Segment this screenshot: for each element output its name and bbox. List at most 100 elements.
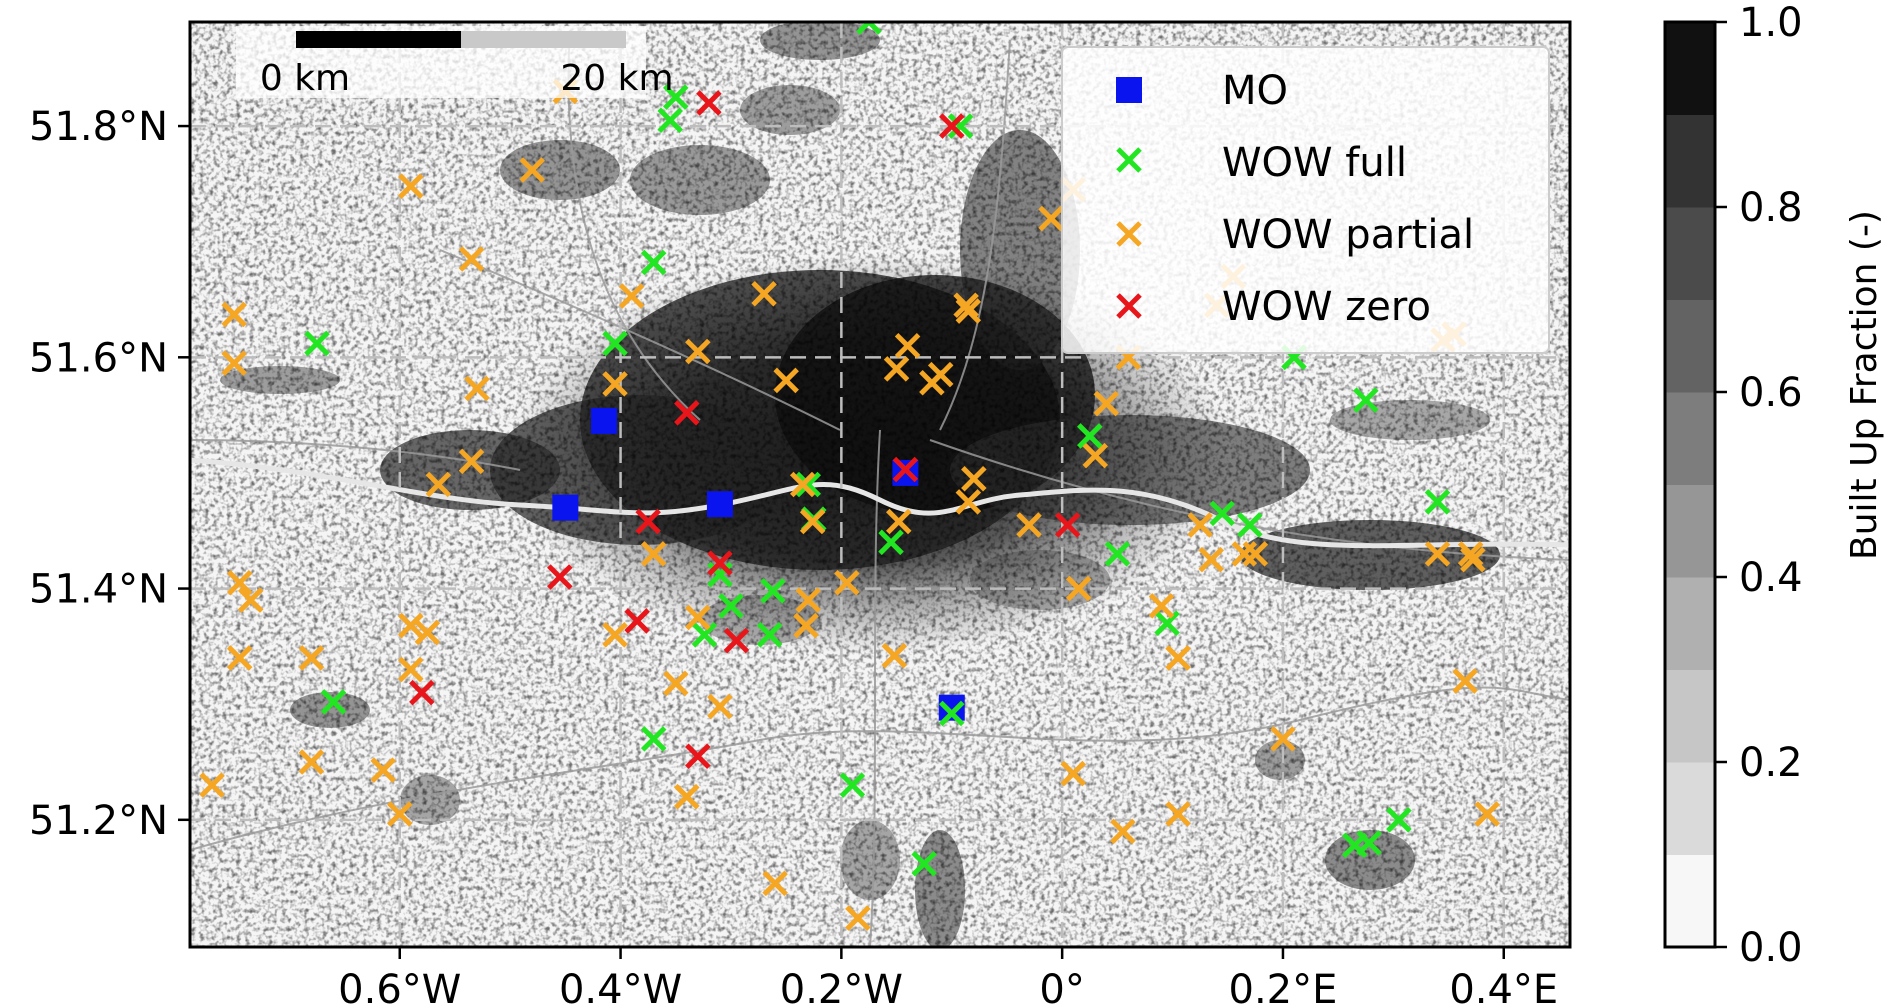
marker-wow-partial	[662, 670, 689, 697]
marker-wow-partial	[425, 471, 452, 498]
marker-wow-partial	[1270, 726, 1296, 752]
marker-wow-full	[691, 622, 718, 648]
marker-wow-partial	[458, 246, 485, 272]
marker-wow-partial	[1065, 575, 1092, 602]
marker-wow-zero	[892, 456, 919, 483]
marker-wow-partial	[881, 642, 908, 669]
colorbar-band	[1665, 484, 1715, 578]
marker-wow-zero	[685, 743, 711, 769]
marker-wow-partial	[1082, 442, 1109, 469]
colorbar-tick-label: 0.8	[1739, 185, 1803, 231]
colorbar: 0.0 0.2 0.4 0.6 0.8 1.0	[1663, 0, 1803, 971]
marker-wow-partial	[1231, 541, 1258, 567]
marker-wow-partial	[1016, 512, 1042, 538]
colorbar-tick-label: 0.6	[1739, 370, 1803, 416]
marker-wow-partial	[618, 283, 645, 309]
marker-wow-partial	[1060, 760, 1086, 787]
marker-wow-full	[640, 249, 667, 276]
marker-wow-partial	[1165, 645, 1191, 671]
marker-wow-partial	[226, 645, 253, 671]
marker-wow-partial	[602, 371, 628, 397]
marker-wow-zero	[674, 400, 700, 426]
marker-wow-full	[760, 578, 786, 604]
legend-marker-wow-partial	[1116, 221, 1142, 247]
x-tick-label: 0.6°W	[338, 967, 461, 1008]
marker-wow-partial	[398, 173, 424, 199]
marker-wow-partial	[919, 369, 945, 396]
marker-wow-partial	[955, 298, 982, 324]
marker-wow-partial	[674, 783, 700, 810]
marker-wow-full	[856, 22, 882, 35]
x-tick-label: 0.4°E	[1449, 967, 1558, 1008]
marker-mo	[591, 407, 617, 434]
marker-wow-partial	[773, 367, 799, 394]
marker-wow-partial	[1198, 546, 1224, 573]
legend-marker-wow-full	[1116, 147, 1142, 173]
y-tick-label: 51.6°N	[29, 335, 168, 381]
marker-wow-partial	[458, 448, 485, 475]
marker-wow-partial	[1187, 512, 1213, 538]
colorbar-label: Built Up Fraction (-)	[1844, 210, 1885, 560]
marker-wow-partial	[398, 612, 424, 639]
y-tick-label: 51.4°N	[29, 567, 168, 613]
marker-wow-zero	[707, 550, 733, 576]
marker-wow-full	[1237, 512, 1263, 538]
marker-wow-partial	[793, 612, 819, 639]
marker-wow-full	[657, 107, 684, 134]
marker-wow-zero	[635, 508, 661, 535]
legend-label-wow-partial: WOW partial	[1222, 212, 1474, 258]
marker-wow-partial	[1148, 593, 1175, 619]
legend-box	[1061, 46, 1550, 354]
marker-wow-partial	[894, 332, 921, 359]
marker-wow-full	[1209, 500, 1236, 527]
marker-wow-partial	[795, 587, 822, 613]
marker-wow-partial	[398, 656, 424, 683]
marker-wow-partial	[834, 570, 860, 596]
marker-wow-partial	[883, 356, 910, 382]
marker-wow-partial	[226, 570, 253, 596]
marker-wow-partial	[602, 622, 628, 648]
legend-label-mo: MO	[1222, 68, 1288, 114]
marker-wow-full	[602, 330, 628, 357]
colorbar-tick-label: 0.0	[1739, 925, 1803, 971]
scale-bar-end-label: 20 km	[560, 58, 673, 99]
colorbar-tick-label: 1.0	[1739, 0, 1803, 46]
marker-wow-full	[938, 700, 965, 727]
marker-wow-partial	[789, 471, 816, 498]
marker-wow-zero	[624, 608, 650, 634]
marker-wow-partial	[751, 280, 777, 307]
colorbar-tick-label: 0.4	[1739, 555, 1803, 601]
x-tick-label: 0.4°W	[559, 967, 682, 1008]
marker-wow-partial	[845, 905, 871, 931]
marker-wow-partial	[1093, 390, 1120, 417]
marker-wow-full	[1076, 423, 1103, 449]
scale-bar-start-label: 0 km	[260, 58, 350, 99]
marker-wow-zero	[938, 113, 965, 139]
marker-wow-partial	[298, 645, 325, 671]
marker-wow-partial	[799, 508, 826, 535]
colorbar-frame	[1663, 20, 1717, 949]
legend-marker-mo	[1116, 77, 1142, 103]
colorbar-band	[1665, 207, 1715, 300]
marker-mo	[552, 494, 579, 521]
marker-wow-full	[662, 84, 689, 110]
marker-wow-partial	[955, 489, 982, 515]
map-frame	[188, 20, 1572, 949]
colorbar-band	[1665, 577, 1715, 670]
colorbar-band	[1665, 762, 1715, 855]
marker-wow-zero	[1054, 512, 1081, 538]
marker-wow-full	[756, 622, 783, 648]
colorbar-band	[1665, 854, 1715, 948]
marker-wow-partial	[464, 375, 490, 402]
marker-wow-full	[1104, 541, 1131, 567]
marker-wow-zero	[723, 627, 750, 654]
colorbar-band	[1665, 114, 1715, 208]
marker-wow-full	[839, 772, 866, 798]
marker-wow-full	[1356, 830, 1382, 856]
scale-bar-light-segment	[461, 31, 626, 48]
marker-wow-full	[640, 726, 667, 752]
marker-wow-partial	[386, 801, 413, 827]
marker-wow-partial	[640, 541, 667, 567]
colorbar-band	[1665, 392, 1715, 485]
